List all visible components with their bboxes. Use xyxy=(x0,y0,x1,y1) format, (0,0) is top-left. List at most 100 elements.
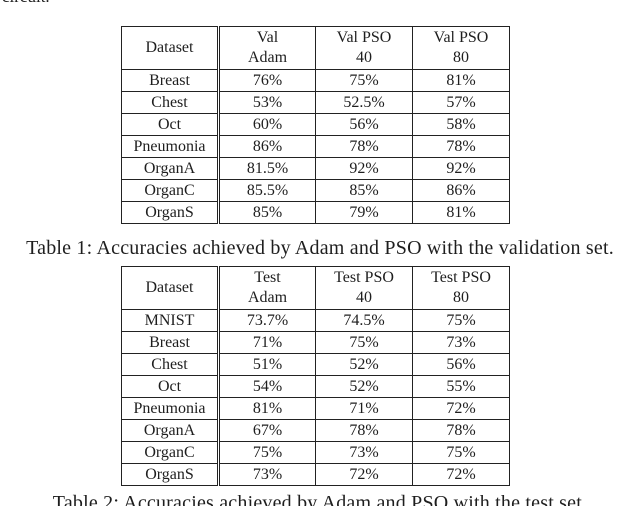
table-row: OrganS 73% 72% 72% xyxy=(121,463,510,486)
table-row: Oct 60% 56% 58% xyxy=(121,113,510,136)
table-row: Breast 71% 75% 73% xyxy=(121,331,510,354)
dataset-cell: Breast xyxy=(121,69,220,92)
value-cell: 75% xyxy=(218,441,316,464)
dataset-cell: Pneumonia xyxy=(121,397,220,420)
dataset-cell: Pneumonia xyxy=(121,135,220,158)
value-cell: 85.5% xyxy=(218,179,316,202)
table-row: Oct 54% 52% 55% xyxy=(121,375,510,398)
table-1-caption: Table 1: Accuracies achieved by Adam and… xyxy=(26,237,614,259)
value-cell: 52% xyxy=(315,353,413,376)
column-header-val-adam: Val Adam xyxy=(218,26,316,70)
value-cell: 92% xyxy=(315,157,413,180)
value-cell: 85% xyxy=(218,201,316,224)
value-cell: 56% xyxy=(315,113,413,136)
value-cell: 60% xyxy=(218,113,316,136)
dataset-cell: Chest xyxy=(121,91,220,114)
column-header-val-pso-40: Val PSO 40 xyxy=(315,26,413,70)
table-row: Pneumonia 81% 71% 72% xyxy=(121,397,510,420)
value-cell: 86% xyxy=(218,135,316,158)
dataset-cell: OrganS xyxy=(121,201,220,224)
header-line: Adam xyxy=(247,289,288,306)
dataset-cell: OrganC xyxy=(121,179,220,202)
table-row: Pneumonia 86% 78% 78% xyxy=(121,135,510,158)
value-cell: 55% xyxy=(412,375,510,398)
value-cell: 71% xyxy=(315,397,413,420)
table-2-caption-clipped: Table 2: Accuracies achieved by Adam and… xyxy=(52,492,588,506)
column-header-val-pso-80: Val PSO 80 xyxy=(412,26,510,70)
value-cell: 79% xyxy=(315,201,413,224)
value-cell: 73% xyxy=(315,441,413,464)
value-cell: 71% xyxy=(218,331,316,354)
value-cell: 52% xyxy=(315,375,413,398)
value-cell: 67% xyxy=(218,419,316,442)
column-header-test-pso-80: Test PSO 80 xyxy=(412,266,510,310)
value-cell: 81% xyxy=(412,201,510,224)
value-cell: 81.5% xyxy=(218,157,316,180)
value-cell: 81% xyxy=(412,69,510,92)
dataset-cell: OrganS xyxy=(121,463,220,486)
dataset-cell: OrganA xyxy=(121,419,220,442)
value-cell: 92% xyxy=(412,157,510,180)
table-row: OrganC 85.5% 85% 86% xyxy=(121,179,510,202)
table-row: Chest 53% 52.5% 57% xyxy=(121,91,510,114)
column-header-test-adam: Test Adam xyxy=(218,266,316,310)
dataset-cell: OrganA xyxy=(121,157,220,180)
header-line: Adam xyxy=(247,49,288,66)
value-cell: 85% xyxy=(315,179,413,202)
dataset-cell: Chest xyxy=(121,353,220,376)
value-cell: 86% xyxy=(412,179,510,202)
header-line: 80 xyxy=(453,49,469,66)
dataset-cell: OrganC xyxy=(121,441,220,464)
column-header-dataset: Dataset xyxy=(121,26,220,70)
value-cell: 73% xyxy=(218,463,316,486)
table-row: Chest 51% 52% 56% xyxy=(121,353,510,376)
value-cell: 78% xyxy=(412,419,510,442)
table-row: OrganA 67% 78% 78% xyxy=(121,419,510,442)
value-cell: 72% xyxy=(412,463,510,486)
value-cell: 54% xyxy=(218,375,316,398)
table-row: MNIST 73.7% 74.5% 75% xyxy=(121,309,510,332)
value-cell: 75% xyxy=(315,331,413,354)
table-row: OrganA 81.5% 92% 92% xyxy=(121,157,510,180)
dataset-cell: Breast xyxy=(121,331,220,354)
value-cell: 72% xyxy=(412,397,510,420)
column-header-dataset: Dataset xyxy=(121,266,220,310)
value-cell: 75% xyxy=(315,69,413,92)
table-header-row: Dataset Test Adam Test PSO 40 Test PSO 80 xyxy=(121,266,510,310)
value-cell: 73.7% xyxy=(218,309,316,332)
header-line: Val xyxy=(256,29,279,46)
value-cell: 58% xyxy=(412,113,510,136)
test-accuracy-table: Dataset Test Adam Test PSO 40 Test PSO 80 M… xyxy=(121,266,510,486)
value-cell: 52.5% xyxy=(315,91,413,114)
value-cell: 78% xyxy=(315,135,413,158)
value-cell: 57% xyxy=(412,91,510,114)
column-header-test-pso-40: Test PSO 40 xyxy=(315,266,413,310)
value-cell: 72% xyxy=(315,463,413,486)
dataset-cell: Oct xyxy=(121,113,220,136)
clipped-paragraph-fragment: circuit. xyxy=(2,0,50,7)
table-row: OrganC 75% 73% 75% xyxy=(121,441,510,464)
table-header-row: Dataset Val Adam Val PSO 40 Val PSO 80 xyxy=(121,26,510,70)
value-cell: 75% xyxy=(412,441,510,464)
validation-accuracy-table: Dataset Val Adam Val PSO 40 Val PSO 80 Brea… xyxy=(121,26,510,224)
dataset-cell: Oct xyxy=(121,375,220,398)
value-cell: 76% xyxy=(218,69,316,92)
value-cell: 75% xyxy=(412,309,510,332)
table-row: Breast 76% 75% 81% xyxy=(121,69,510,92)
header-line: Test PSO xyxy=(431,269,491,286)
value-cell: 78% xyxy=(315,419,413,442)
header-line: Val PSO xyxy=(336,29,392,46)
value-cell: 73% xyxy=(412,331,510,354)
header-line: 40 xyxy=(356,289,372,306)
header-line: Test xyxy=(254,269,281,286)
value-cell: 53% xyxy=(218,91,316,114)
header-line: 80 xyxy=(453,289,469,306)
value-cell: 51% xyxy=(218,353,316,376)
header-line: 40 xyxy=(356,49,372,66)
dataset-cell: MNIST xyxy=(121,309,220,332)
value-cell: 81% xyxy=(218,397,316,420)
value-cell: 78% xyxy=(412,135,510,158)
value-cell: 74.5% xyxy=(315,309,413,332)
value-cell: 56% xyxy=(412,353,510,376)
